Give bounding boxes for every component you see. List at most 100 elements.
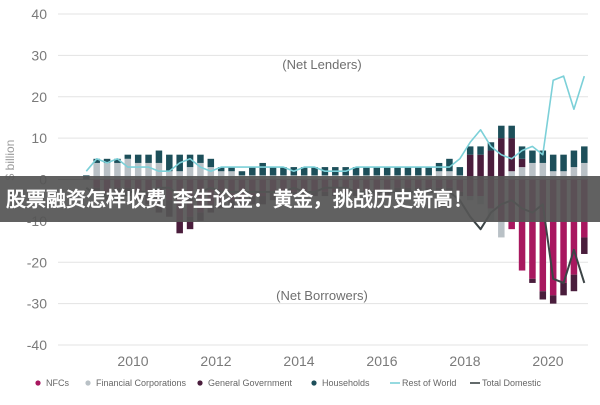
bar-segment [228,167,235,172]
legend-marker [35,380,41,386]
bar-segment [477,154,484,180]
bar-segment [103,158,111,163]
bar-segment [228,171,235,180]
y-tick-label: 10 [31,130,47,146]
legend-marker [311,380,317,386]
bar-segment [124,154,132,159]
x-tick-label: 2016 [366,353,397,369]
bar-segment [570,179,578,275]
x-tick-label: 2012 [200,353,231,369]
x-tick-label: 2010 [117,353,148,369]
bar-segment [415,167,422,176]
bar-segment [508,138,515,172]
bar-segment [456,167,464,176]
bar-segment [508,125,515,139]
bar-segment [529,162,536,180]
bar-segment [166,154,173,172]
bar-segment [518,167,526,180]
bar-segment [145,154,152,163]
legend-marker [85,380,91,386]
bar-segment [103,162,111,180]
bar-segment [134,154,142,163]
bar-segment [466,154,474,180]
bar-segment [487,150,495,180]
bar-segment [529,278,536,283]
bar-segment [518,158,526,168]
bar-segment [186,216,194,230]
axes: 403020100-10-20-30-402010201220142016201… [27,6,564,369]
legend-label: Households [322,378,370,388]
bar-segment [155,150,163,163]
bar-segment [446,171,453,180]
bar-segment [114,158,121,163]
bar-segment [477,146,484,155]
legend-label: Rest of World [402,378,456,388]
bar-segment [498,125,505,139]
legend-marker [197,380,203,386]
bar-segment [435,171,443,180]
bar-segment [529,150,536,163]
bar-segment [539,162,547,180]
x-tick-label: 2014 [283,353,314,369]
bar-segment [145,162,152,180]
bar-segment [539,179,547,292]
y-tick-label: 30 [31,47,47,63]
bar-segment [581,146,588,163]
legend-label: NFCs [46,378,69,388]
annotation-net-borrowers: (Net Borrowers) [276,288,368,303]
x-tick-label: 2018 [449,353,480,369]
bar-segment [466,146,474,155]
bar-segment [498,220,505,238]
overlay-headline: 股票融资怎样收费 李生论金：黄金，挑战历史新高！ [6,187,473,211]
bar-segment [529,179,536,279]
bar-segment [259,162,266,176]
legend-label: Financial Corporations [96,378,187,388]
bar-segment [539,291,547,300]
bar-segment [186,167,194,180]
bar-segment [217,167,225,172]
bar-segment [404,167,412,176]
bar-segment [549,154,557,172]
bar-segment [176,171,183,180]
bar-segment [549,179,557,296]
y-tick-label: -30 [27,296,47,312]
bar-segment [186,154,194,168]
bar-segment [93,158,100,163]
bar-segment [269,167,277,176]
bar-segment [549,171,557,180]
bar-segment [446,158,453,172]
bar-segment [207,167,215,180]
bar-segment [176,220,183,234]
bar-segment [280,167,287,176]
bar-segment [352,167,360,176]
bar-segment [560,282,567,296]
bar-segment [134,162,142,180]
bar-segment [508,171,515,180]
bar-segment [166,171,173,180]
bar-segment [570,274,578,292]
bar-segment [114,162,121,180]
bar-segment [238,171,246,176]
bar-segment [249,167,256,176]
bar-segment [124,158,132,180]
bar-segment [373,167,381,176]
bar-segment [217,171,225,180]
legend-label: Total Domestic [482,378,542,388]
bar-segment [197,162,204,180]
bar-segment [518,146,526,159]
bar-segment [383,167,391,176]
y-tick-label: -20 [27,254,47,270]
bar-segment [498,138,505,180]
bar-segment [560,171,567,180]
bar-segment [93,162,100,180]
y-tick-label: -40 [27,337,47,353]
y-tick-label: 40 [31,6,47,22]
bar-segment [581,162,588,180]
overlay-banner: 股票融资怎样收费 李生论金：黄金，挑战历史新高！ [0,176,600,222]
y-tick-label: 20 [31,89,47,105]
bar-segment [549,295,557,304]
bar-segment [207,158,215,168]
series-line [85,75,586,172]
annotation-net-lenders: (Net Lenders) [282,57,361,72]
bar-segment [560,154,567,172]
